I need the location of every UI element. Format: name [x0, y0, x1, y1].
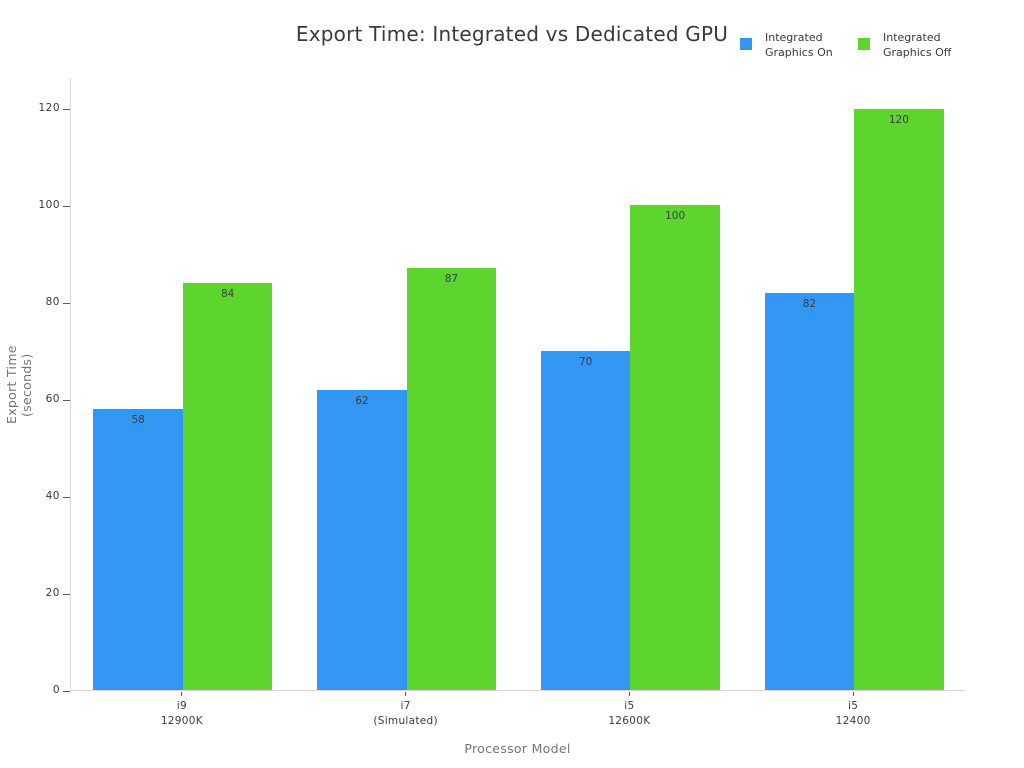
legend-entry-0: Integrated Graphics On [740, 31, 833, 60]
y-tick-label: 40 [45, 490, 60, 503]
y-axis-label: Export Time (seconds) [4, 345, 34, 425]
legend-label: Integrated Graphics Off [883, 31, 952, 59]
plot-area: 58 62 70 82 84 87 100 120 [70, 78, 965, 691]
y-tick-mark [63, 496, 70, 498]
x-tick-label: i5 12600K [608, 700, 651, 727]
chart-title: Export Time: Integrated vs Dedicated GPU [295, 22, 729, 46]
bar-value-label: 100 [665, 210, 686, 223]
legend-label: Integrated Graphics On [765, 31, 833, 59]
bar-value-label: 82 [802, 297, 817, 310]
y-tick-label: 60 [45, 393, 60, 406]
bar-value-label: 87 [444, 273, 459, 286]
bar-value-label: 120 [888, 113, 909, 126]
x-tick-mark [405, 692, 407, 696]
x-tick-mark [628, 692, 630, 696]
legend-swatch-icon [858, 38, 870, 50]
legend-swatch-icon [740, 38, 752, 50]
bar-value-label: 84 [220, 287, 235, 300]
bar-series0-group0: 58 [93, 408, 183, 690]
x-tick-label: i9 12900K [160, 700, 203, 727]
y-tick-mark [63, 593, 70, 595]
y-tick-mark [63, 399, 70, 401]
x-tick-label: i5 12400 [835, 700, 871, 727]
y-tick-mark [63, 205, 70, 207]
x-tick-label: i7 (Simulated) [373, 700, 438, 727]
y-tick-label: 80 [45, 296, 60, 309]
y-tick-mark [63, 690, 70, 692]
x-axis-label: Processor Model [464, 741, 571, 756]
y-tick-label: 120 [38, 102, 60, 115]
bar-series1-group1: 87 [406, 268, 497, 690]
x-tick-mark [852, 692, 854, 696]
bar-series0-group3: 82 [764, 292, 855, 690]
bar-value-label: 62 [355, 394, 369, 407]
bar-series1-group0: 84 [182, 282, 273, 690]
y-tick-mark [63, 302, 70, 304]
bar-value-label: 58 [131, 413, 145, 426]
bar-series0-group2: 70 [540, 350, 631, 690]
y-tick-mark [63, 108, 70, 110]
y-tick-label: 0 [52, 684, 60, 696]
bar-series1-group3: 120 [854, 108, 944, 690]
bar-series0-group1: 62 [317, 389, 407, 690]
x-tick-mark [181, 692, 183, 696]
legend-entry-1: Integrated Graphics Off [858, 31, 951, 60]
y-tick-label: 100 [38, 199, 60, 212]
y-tick-label: 20 [45, 587, 60, 600]
bar-value-label: 70 [578, 355, 593, 368]
bar-series1-group2: 100 [630, 205, 720, 690]
